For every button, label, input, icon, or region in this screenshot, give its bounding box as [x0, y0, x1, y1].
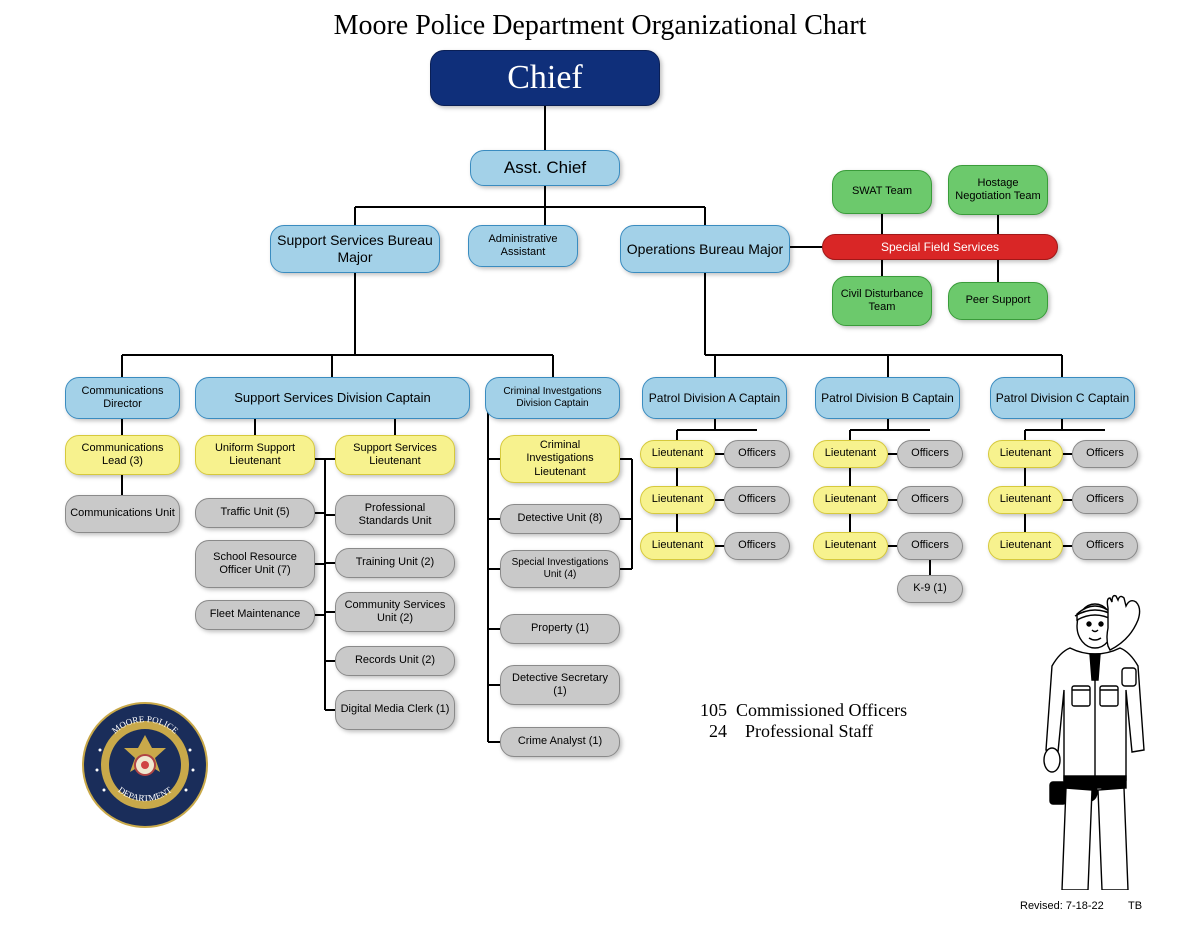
node-pb_capt: Patrol Division B Captain [815, 377, 960, 419]
node-support_major: Support Services Bureau Major [270, 225, 440, 273]
node-hostage: Hostage Negotiation Team [948, 165, 1048, 215]
node-b_of2: Officers [897, 486, 963, 514]
node-peer: Peer Support [948, 282, 1048, 320]
node-digital: Digital Media Clerk (1) [335, 690, 455, 730]
node-chief: Chief [430, 50, 660, 106]
node-c_lt3: Lieutenant [988, 532, 1063, 560]
node-a_lt3: Lieutenant [640, 532, 715, 560]
department-badge-icon: MOORE POLICE DEPARTMENT [80, 700, 210, 830]
stat-num-1: 105 [700, 700, 727, 720]
stats-block: 105 Commissioned Officers 24 Professiona… [700, 700, 907, 742]
node-sro: School Resource Officer Unit (7) [195, 540, 315, 588]
node-cid_capt: Criminal Investgations Division Captain [485, 377, 620, 419]
node-cil: Criminal Investigations Lieutenant [500, 435, 620, 483]
node-comm_unit: Communications Unit [65, 495, 180, 533]
node-asst_chief: Asst. Chief [470, 150, 620, 186]
node-a_of2: Officers [724, 486, 790, 514]
node-admin_asst: Administrative Assistant [468, 225, 578, 267]
node-civil: Civil Disturbance Team [832, 276, 932, 326]
node-ssl: Support Services Lieutenant [335, 435, 455, 475]
officer-illustration-icon [990, 590, 1180, 890]
node-a_of1: Officers [724, 440, 790, 468]
node-pa_capt: Patrol Division A Captain [642, 377, 787, 419]
node-swat: SWAT Team [832, 170, 932, 214]
chart-title: Moore Police Department Organizational C… [0, 10, 1200, 42]
node-traffic: Traffic Unit (5) [195, 498, 315, 528]
node-c_lt2: Lieutenant [988, 486, 1063, 514]
node-comm_lead: Communications Lead (3) [65, 435, 180, 475]
node-pc_capt: Patrol Division C Captain [990, 377, 1135, 419]
node-b_lt2: Lieutenant [813, 486, 888, 514]
node-crime_an: Crime Analyst (1) [500, 727, 620, 757]
node-property: Property (1) [500, 614, 620, 644]
node-b_of1: Officers [897, 440, 963, 468]
node-b_lt3: Lieutenant [813, 532, 888, 560]
stat-num-2: 24 [709, 721, 727, 741]
node-a_lt1: Lieutenant [640, 440, 715, 468]
node-prof_std: Professional Standards Unit [335, 495, 455, 535]
node-records: Records Unit (2) [335, 646, 455, 676]
revised-date: Revised: 7-18-22 [1020, 900, 1104, 912]
node-comm_svc: Community Services Unit (2) [335, 592, 455, 632]
revised-by: TB [1128, 900, 1142, 912]
node-a_of3: Officers [724, 532, 790, 560]
node-a_lt2: Lieutenant [640, 486, 715, 514]
node-fleet: Fleet Maintenance [195, 600, 315, 630]
node-comm_dir: Communications Director [65, 377, 180, 419]
node-c_of3: Officers [1072, 532, 1138, 560]
node-special_inv: Special Investigations Unit (4) [500, 550, 620, 588]
node-usl: Uniform Support Lieutenant [195, 435, 315, 475]
node-det_sec: Detective Secretary (1) [500, 665, 620, 705]
node-c_lt1: Lieutenant [988, 440, 1063, 468]
stat-txt-2: Professional Staff [745, 721, 873, 741]
node-b_lt1: Lieutenant [813, 440, 888, 468]
node-detective: Detective Unit (8) [500, 504, 620, 534]
node-k9: K-9 (1) [897, 575, 963, 603]
node-sfs: Special Field Services [822, 234, 1058, 260]
stat-txt-1: Commissioned Officers [736, 700, 907, 720]
node-ssd_capt: Support Services Division Captain [195, 377, 470, 419]
node-b_of3: Officers [897, 532, 963, 560]
node-c_of2: Officers [1072, 486, 1138, 514]
node-training: Training Unit (2) [335, 548, 455, 578]
node-ops_major: Operations Bureau Major [620, 225, 790, 273]
revised-label: Revised: 7-18-22 TB [1020, 900, 1142, 912]
node-c_of1: Officers [1072, 440, 1138, 468]
